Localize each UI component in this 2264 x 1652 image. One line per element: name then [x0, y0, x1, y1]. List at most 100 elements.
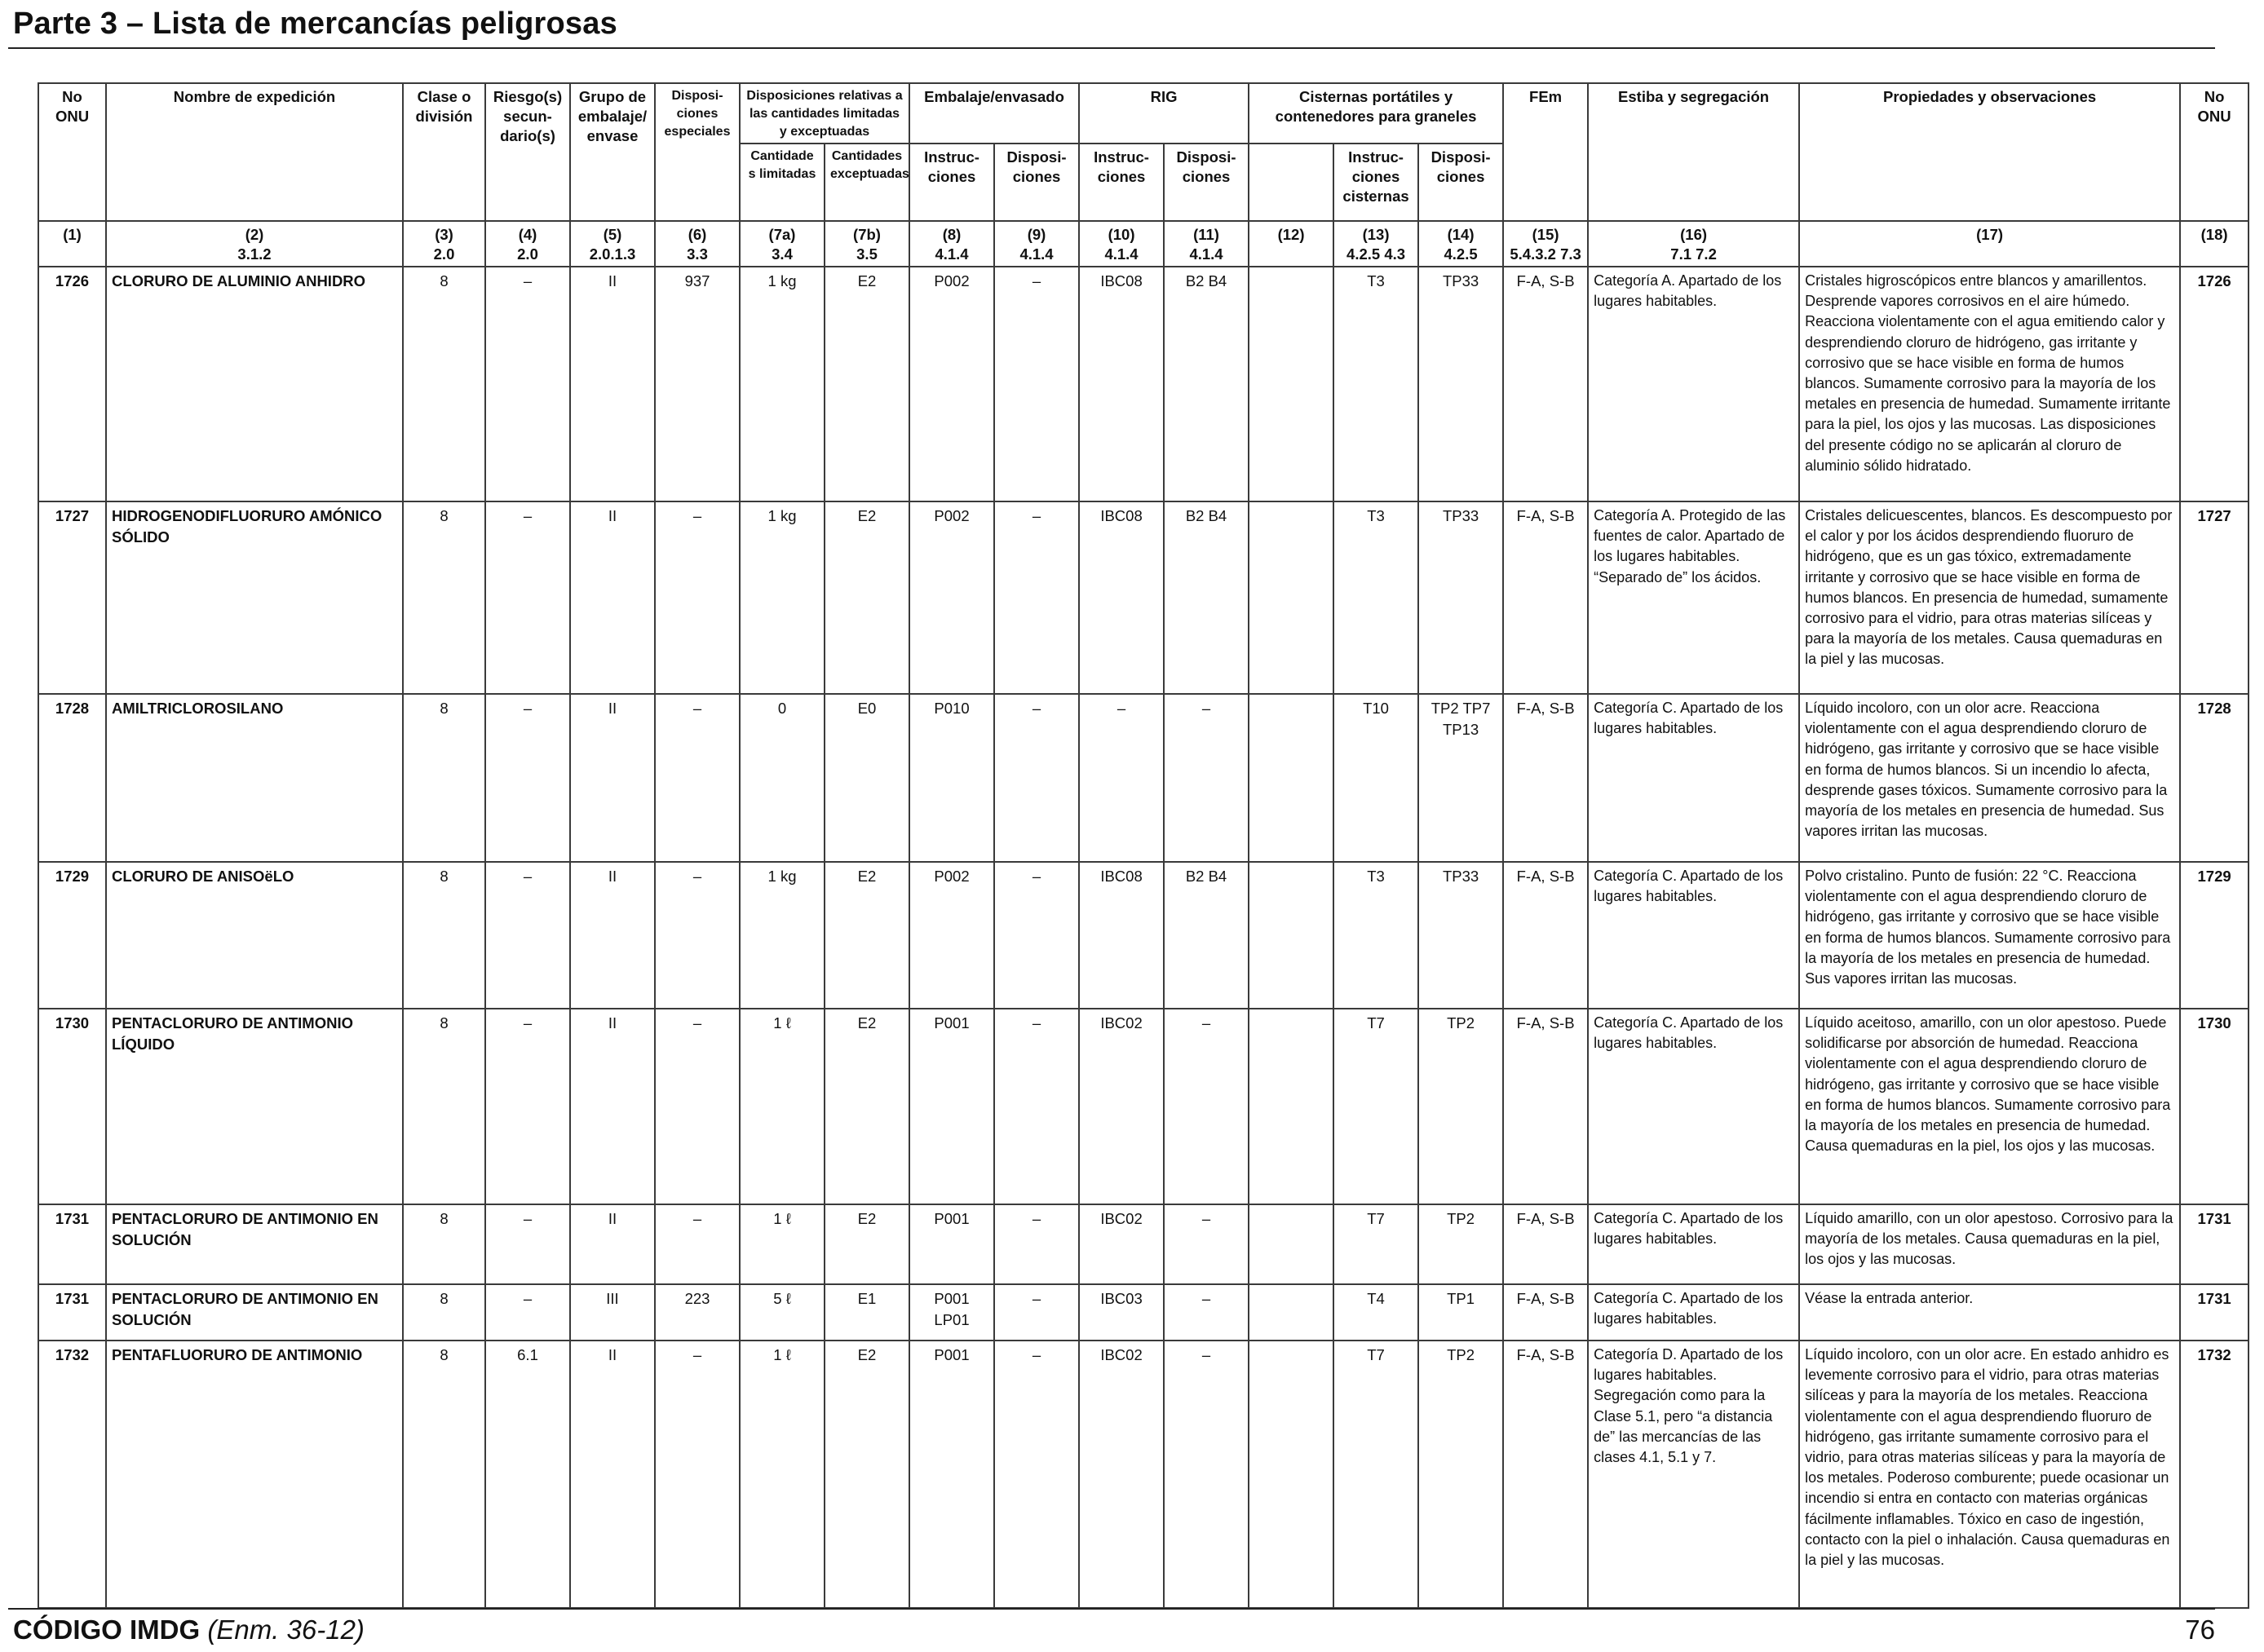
ref-cell-9: (9) 4.1.4 — [993, 220, 1081, 267]
cell-ems: F-A, S-B — [1502, 1283, 1590, 1341]
cell-ems: F-A, S-B — [1502, 1340, 1590, 1609]
cell-packing-group: III — [569, 1283, 656, 1341]
cell-ibc-provision: B2 B4 — [1163, 501, 1250, 695]
cell-special-provisions: – — [654, 1340, 741, 1609]
cell-limited-quantity: 0 — [739, 693, 825, 863]
col-header-estiba: Estiba y segregación — [1587, 82, 1801, 222]
cell-packing-instruction: P002 — [909, 266, 996, 502]
col-header-col12 — [1248, 143, 1335, 222]
cell-col12 — [1248, 501, 1335, 695]
cell-packing-instruction: P001 LP01 — [909, 1283, 996, 1341]
cell-packing-provision: – — [993, 1204, 1081, 1285]
cell-shipping-name: CLORURO DE ALUMINIO ANHIDRO — [105, 266, 404, 502]
col-header-embalaje-group: Embalaje/envasado — [909, 82, 1081, 144]
ref-cell-14: (14) 4.2.5 — [1417, 220, 1505, 267]
ref-cell-7a: (7a) 3.4 — [739, 220, 825, 267]
col-header-embalaje-instrucciones: Instruc- ciones — [909, 143, 996, 222]
col-header-nombre: Nombre de expedición — [105, 82, 404, 222]
footer-edition: (Enm. 36-12) — [207, 1614, 365, 1645]
cell-packing-instruction: P010 — [909, 693, 996, 863]
cell-packing-group: II — [569, 1340, 656, 1609]
cell-excepted-quantity: E2 — [823, 861, 911, 1009]
cell-special-provisions: – — [654, 1204, 741, 1285]
col-header-cantidades-group: Disposiciones relativas a las cantidades… — [738, 82, 911, 144]
ref-cell-3: (3) 2.0 — [402, 220, 486, 267]
cell-un-number: 1731 — [38, 1283, 107, 1341]
title-divider — [8, 47, 2215, 49]
cell-ems: F-A, S-B — [1502, 501, 1590, 695]
cell-un-number: 1731 — [38, 1204, 107, 1285]
cell-limited-quantity: 1 kg — [739, 266, 825, 502]
ref-cell-5: (5) 2.0.1.3 — [569, 220, 656, 267]
cell-shipping-name: PENTACLORURO DE ANTIMONIO LÍQUIDO — [105, 1008, 404, 1205]
cell-special-provisions: 937 — [654, 266, 741, 502]
cell-subsidiary-risk: 6.1 — [484, 1340, 571, 1609]
col-header-cant-limitadas: Cantidade s limitadas — [739, 143, 825, 222]
cell-shipping-name: PENTACLORURO DE ANTIMONIO EN SOLUCIÓN — [105, 1283, 404, 1341]
header-row-2: Cantidade s limitadas Cantidades exceptu… — [38, 143, 2249, 222]
cell-shipping-name: PENTACLORURO DE ANTIMONIO EN SOLUCIÓN — [105, 1204, 404, 1285]
col-header-rig-disposiciones: Disposi- ciones — [1163, 143, 1250, 222]
ref-cell-2: (2) 3.1.2 — [105, 220, 404, 267]
cell-tank-provision: TP2 TP7 TP13 — [1417, 693, 1505, 863]
col-header-cant-exceptuadas: Cantidades exceptuadas — [823, 143, 911, 222]
cell-un-number-right: 1726 — [2179, 266, 2250, 502]
cell-tank-provision: TP2 — [1417, 1204, 1505, 1285]
cell-packing-provision: – — [993, 1283, 1081, 1341]
cell-properties-observations: Líquido incoloro, con un olor acre. En e… — [1798, 1340, 2182, 1609]
cell-tank-provision: TP1 — [1417, 1283, 1505, 1341]
cell-shipping-name: CLORURO DE ANISOëLO — [105, 861, 404, 1009]
cell-subsidiary-risk: – — [484, 501, 571, 695]
cell-ibc-instruction: IBC08 — [1078, 266, 1165, 502]
cell-ibc-instruction: IBC02 — [1078, 1340, 1165, 1609]
cell-stowage-segregation: Categoría C. Apartado de los lugares hab… — [1587, 693, 1801, 863]
cell-packing-provision: – — [993, 1340, 1081, 1609]
cell-excepted-quantity: E2 — [823, 501, 911, 695]
ref-cell-13: (13) 4.2.5 4.3 — [1333, 220, 1420, 267]
col-header-grupo: Grupo de embalaje/ envase — [569, 82, 656, 222]
cell-ibc-provision: – — [1163, 1204, 1250, 1285]
table-row: 1729 CLORURO DE ANISOëLO 8– II –1 kg E2 P002– I… — [38, 861, 2250, 1009]
cell-stowage-segregation: Categoría A. Protegido de las fuentes de… — [1587, 501, 1801, 695]
cell-un-number-right: 1727 — [2179, 501, 2250, 695]
cell-ibc-instruction: IBC02 — [1078, 1008, 1165, 1205]
cell-properties-observations: Cristales higroscópicos entre blancos y … — [1798, 266, 2182, 502]
ref-cell-10: (10) 4.1.4 — [1078, 220, 1165, 267]
cell-col12 — [1248, 266, 1335, 502]
cell-stowage-segregation: Categoría C. Apartado de los lugares hab… — [1587, 1008, 1801, 1205]
table-body: 1726 CLORURO DE ALUMINIO ANHIDRO 8– II 937 1 … — [38, 266, 2250, 1609]
page-number: 76 — [2185, 1614, 2215, 1645]
cell-tank-instruction: T10 — [1333, 693, 1420, 863]
cell-class: 8 — [402, 861, 486, 1009]
cell-tank-instruction: T7 — [1333, 1204, 1420, 1285]
header-row-1: No ONU Nombre de expedición Clase o divi… — [38, 82, 2250, 222]
cell-stowage-segregation: Categoría A. Apartado de los lugares hab… — [1587, 266, 1801, 502]
cell-ibc-provision: – — [1163, 1283, 1250, 1341]
cell-packing-instruction: P002 — [909, 501, 996, 695]
cell-un-number-right: 1731 — [2179, 1283, 2250, 1341]
cell-subsidiary-risk: – — [484, 861, 571, 1009]
cell-tank-instruction: T7 — [1333, 1340, 1420, 1609]
cell-col12 — [1248, 1340, 1335, 1609]
cell-ibc-provision: B2 B4 — [1163, 861, 1250, 1009]
table-row: 1730 PENTACLORURO DE ANTIMONIO LÍQUIDO 8– I… — [38, 1008, 2250, 1205]
cell-un-number: 1729 — [38, 861, 107, 1009]
cell-col12 — [1248, 1008, 1335, 1205]
table-row: 1726 CLORURO DE ALUMINIO ANHIDRO 8– II 937 1 … — [38, 266, 2250, 502]
cell-col12 — [1248, 861, 1335, 1009]
cell-class: 8 — [402, 693, 486, 863]
cell-properties-observations: Polvo cristalino. Punto de fusión: 22 °C… — [1798, 861, 2182, 1009]
ref-cell-11: (11) 4.1.4 — [1163, 220, 1250, 267]
cell-subsidiary-risk: – — [484, 266, 571, 502]
table-row: 1732 PENTAFLUORURO DE ANTIMONIO 8 6.1 II –1 ℓ… — [38, 1340, 2250, 1609]
cell-stowage-segregation: Categoría C. Apartado de los lugares hab… — [1587, 1204, 1801, 1285]
cell-tank-instruction: T3 — [1333, 861, 1420, 1009]
cell-col12 — [1248, 1283, 1335, 1341]
cell-excepted-quantity: E2 — [823, 266, 911, 502]
cell-special-provisions: – — [654, 1008, 741, 1205]
ref-cell-15: (15) 5.4.3.2 7.3 — [1502, 220, 1590, 267]
cell-un-number: 1726 — [38, 266, 107, 502]
col-header-embalaje-disposiciones: Disposi- ciones — [993, 143, 1081, 222]
cell-packing-instruction: P001 — [909, 1204, 996, 1285]
cell-tank-provision: TP33 — [1417, 266, 1505, 502]
